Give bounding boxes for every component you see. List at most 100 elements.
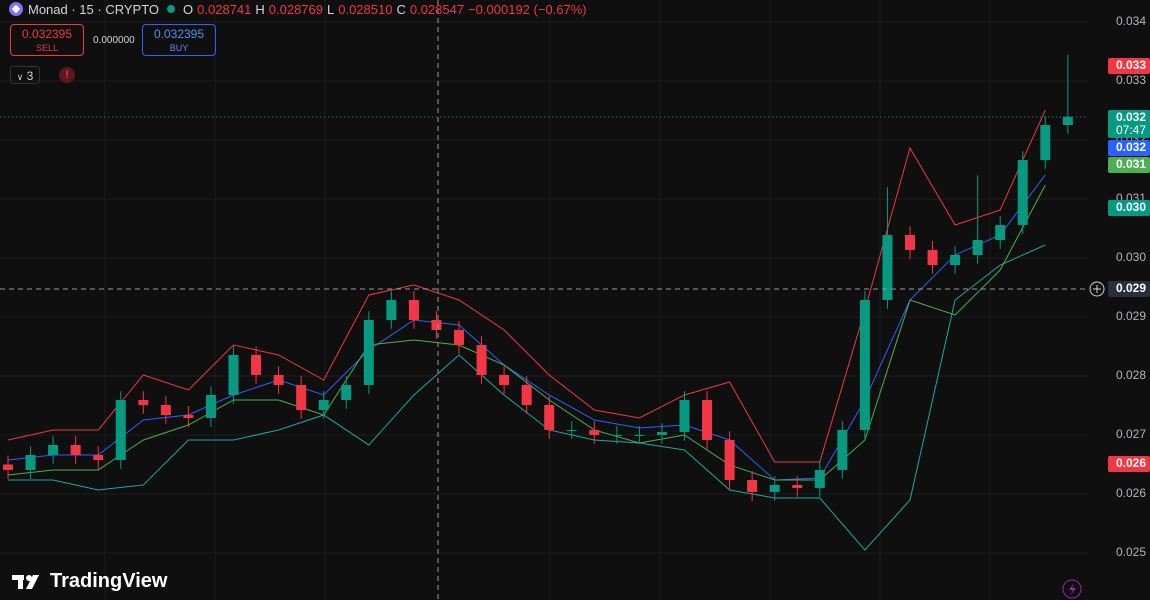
l-label: L — [327, 1, 335, 17]
candle-body — [70, 444, 81, 455]
crosshair-add-button[interactable] — [1089, 281, 1105, 297]
candle-body — [656, 431, 667, 435]
y-tick-label: 0.033 — [1116, 73, 1146, 87]
candle-body — [138, 400, 149, 406]
candle-body — [1062, 116, 1073, 126]
candle-body — [318, 400, 329, 410]
symbol-header: Monad · 15 · CRYPTO O 0.028741 H 0.028769 … — [8, 1, 587, 17]
candle-body — [160, 405, 171, 415]
status-dot — [167, 5, 176, 13]
candle-body — [724, 440, 735, 480]
candle-body — [634, 434, 645, 436]
indicator-line — [7, 184, 1046, 481]
candle-body — [972, 240, 983, 255]
price-tag-label: 0.029 — [1116, 281, 1146, 295]
price-axis — [1088, 0, 1150, 600]
candle-body — [769, 484, 780, 492]
candle-body — [882, 234, 893, 300]
y-tick-label: 0.027 — [1116, 427, 1146, 441]
candle-body — [927, 249, 938, 266]
candle-body — [454, 329, 464, 346]
plus-icon — [1093, 285, 1101, 293]
candle-body — [499, 374, 510, 386]
symbol[interactable]: Monad · 15 · CRYPTO — [28, 1, 160, 17]
brand-name: TradingView — [50, 570, 168, 592]
price-tag-label: 0.030 — [1116, 200, 1146, 214]
sell-button[interactable]: 0.032395 SELL — [10, 24, 84, 56]
price-tag-time: 07:47 — [1116, 123, 1146, 137]
brand[interactable]: TradingView — [12, 570, 167, 593]
high-value: 0.028769 — [268, 1, 323, 17]
spread: 0.000000 — [93, 35, 135, 46]
candle-body — [792, 484, 803, 488]
candle-body — [611, 434, 622, 436]
candle-body — [431, 320, 442, 330]
price-tag-label: 0.033 — [1116, 58, 1146, 72]
candle-body — [251, 354, 262, 375]
candle-body — [93, 454, 104, 460]
y-tick-label: 0.030 — [1116, 250, 1146, 264]
buy-button[interactable]: 0.032395 BUY — [142, 24, 216, 56]
candle-body — [521, 385, 532, 406]
candle-body — [679, 400, 690, 432]
price-tag — [1108, 456, 1150, 472]
candle-body — [476, 345, 487, 375]
change: −0.000192 (−0.67%) — [468, 1, 587, 17]
candle-body — [995, 225, 1006, 240]
indicator-line — [7, 109, 1046, 463]
candle-body — [702, 400, 713, 440]
candle-body — [859, 300, 870, 430]
candle-body — [837, 429, 848, 470]
price-tag-label: 0.032 — [1116, 110, 1146, 124]
candle-body — [950, 254, 961, 266]
candle-body — [273, 374, 284, 386]
price-tag-label: 0.031 — [1116, 157, 1146, 171]
buy-price: 0.032395 — [153, 27, 205, 41]
candle-body — [228, 354, 239, 395]
price-tag-label: 0.026 — [1116, 456, 1146, 470]
close-value: 0.028547 — [409, 1, 465, 17]
y-tick-label: 0.029 — [1116, 309, 1146, 323]
c-label: C — [396, 1, 406, 17]
open-value: 0.028741 — [197, 1, 252, 17]
candle-body — [566, 429, 577, 431]
buy-label: BUY — [169, 43, 189, 53]
h-label: H — [255, 1, 265, 17]
candle-body — [1017, 160, 1028, 226]
price-tag — [1108, 200, 1150, 216]
lightning-button[interactable] — [1062, 579, 1082, 599]
o-label: O — [183, 1, 194, 17]
price-tag — [1108, 140, 1150, 156]
lightning-icon — [1069, 583, 1076, 596]
candle-body — [341, 385, 352, 400]
price-tag-label: 0.032 — [1116, 140, 1146, 154]
indicators-count: 3 — [26, 69, 34, 83]
candle-body — [1040, 125, 1051, 160]
candle-body — [296, 385, 307, 410]
candle-body — [205, 394, 216, 418]
symbol-icon — [9, 2, 23, 16]
y-tick-label: 0.028 — [1116, 368, 1146, 382]
candle-body — [814, 469, 825, 488]
y-tick-label: 0.034 — [1116, 14, 1146, 28]
candle-body — [589, 429, 600, 435]
candle-body — [408, 300, 419, 320]
sell-price: 0.032395 — [21, 27, 73, 41]
price-tag — [1108, 281, 1150, 297]
price-tag — [1108, 58, 1150, 74]
low-value: 0.028510 — [338, 1, 393, 17]
indicators-toggle[interactable]: ∨ 3 — [10, 66, 40, 84]
candle-body — [747, 480, 758, 492]
y-tick-label: 0.026 — [1116, 486, 1146, 500]
candle-body — [48, 444, 59, 455]
candle-body — [905, 234, 915, 250]
candle-body — [544, 405, 555, 430]
sell-label: SELL — [35, 43, 59, 53]
warning-icon[interactable]: ! — [59, 67, 75, 83]
candle-body — [25, 454, 36, 470]
price-tag — [1108, 110, 1150, 138]
candle-body — [183, 414, 194, 418]
brand-logo — [12, 574, 39, 589]
